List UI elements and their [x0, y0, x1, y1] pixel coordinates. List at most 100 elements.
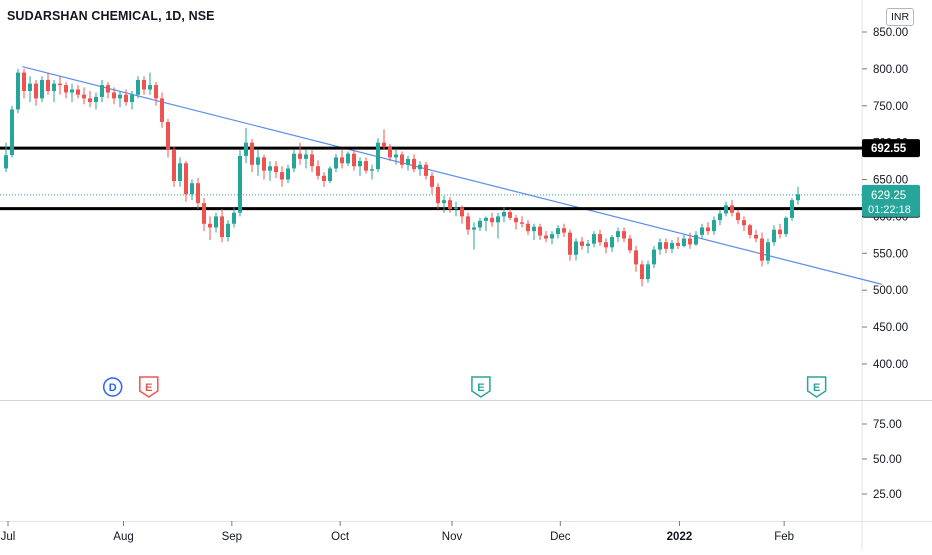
candle-body[interactable]: [502, 211, 506, 217]
candle-body[interactable]: [730, 205, 734, 213]
candle-body[interactable]: [796, 194, 800, 201]
candle-body[interactable]: [670, 242, 674, 249]
candle-body[interactable]: [664, 242, 668, 249]
candle-body[interactable]: [346, 153, 350, 164]
candle-body[interactable]: [526, 223, 530, 232]
candle-body[interactable]: [76, 89, 80, 95]
candle-body[interactable]: [640, 264, 644, 280]
candle-body[interactable]: [70, 89, 74, 93]
candle-body[interactable]: [538, 226, 542, 236]
candle-body[interactable]: [268, 166, 272, 171]
candle-body[interactable]: [484, 217, 488, 221]
candle-body[interactable]: [22, 72, 26, 92]
candle-body[interactable]: [778, 229, 782, 235]
candle-body[interactable]: [334, 157, 338, 169]
candle-body[interactable]: [166, 121, 170, 151]
candle-body[interactable]: [214, 216, 218, 228]
candle-body[interactable]: [586, 243, 590, 246]
candle-body[interactable]: [436, 186, 440, 204]
candle-body[interactable]: [466, 216, 470, 230]
candle-body[interactable]: [256, 157, 260, 165]
candle-body[interactable]: [316, 166, 320, 176]
candle-body[interactable]: [568, 232, 572, 255]
candle-body[interactable]: [232, 212, 236, 224]
candle-body[interactable]: [532, 226, 536, 232]
candle-body[interactable]: [544, 235, 548, 239]
candle-body[interactable]: [220, 216, 224, 238]
candle-body[interactable]: [238, 155, 242, 213]
candle-body[interactable]: [4, 155, 8, 169]
earnings-marker-3[interactable]: E: [806, 376, 827, 398]
earnings-marker-1[interactable]: E: [139, 376, 159, 398]
candle-body[interactable]: [292, 153, 296, 169]
candle-body[interactable]: [286, 168, 290, 180]
candle-body[interactable]: [154, 85, 158, 99]
candle-body[interactable]: [724, 205, 728, 214]
candle-body[interactable]: [754, 234, 758, 239]
candle-body[interactable]: [250, 142, 254, 165]
candle-body[interactable]: [694, 234, 698, 245]
candle-body[interactable]: [490, 217, 494, 223]
candle-body[interactable]: [634, 250, 638, 265]
candle-body[interactable]: [610, 237, 614, 248]
candle-body[interactable]: [94, 96, 98, 103]
candle-body[interactable]: [130, 94, 134, 103]
last-price-badge[interactable]: 629.25 01:22:18: [862, 184, 920, 217]
candle-body[interactable]: [652, 249, 656, 265]
candle-body[interactable]: [790, 200, 794, 218]
candle-body[interactable]: [46, 79, 50, 92]
candle-body[interactable]: [472, 227, 476, 230]
candle-body[interactable]: [406, 158, 410, 165]
candle-body[interactable]: [388, 147, 392, 158]
candle-body[interactable]: [766, 242, 770, 261]
candle-body[interactable]: [160, 98, 164, 122]
candle-body[interactable]: [52, 83, 56, 92]
candle-body[interactable]: [58, 83, 62, 86]
candle-body[interactable]: [208, 223, 212, 228]
candle-body[interactable]: [394, 154, 398, 158]
candle-body[interactable]: [202, 203, 206, 224]
candle-body[interactable]: [718, 213, 722, 221]
candle-body[interactable]: [760, 238, 764, 261]
candle-body[interactable]: [622, 231, 626, 239]
candle-body[interactable]: [574, 241, 578, 255]
candle-body[interactable]: [448, 200, 452, 210]
candle-body[interactable]: [508, 211, 512, 218]
candle-body[interactable]: [184, 163, 188, 195]
candle-body[interactable]: [364, 161, 368, 171]
candle-body[interactable]: [40, 79, 44, 99]
candle-body[interactable]: [454, 207, 458, 210]
candle-body[interactable]: [496, 216, 500, 223]
candle-body[interactable]: [442, 200, 446, 204]
candle-body[interactable]: [172, 150, 176, 181]
candle-body[interactable]: [742, 220, 746, 226]
candle-body[interactable]: [514, 217, 518, 223]
candle-body[interactable]: [82, 94, 86, 99]
candle-body[interactable]: [598, 234, 602, 243]
candle-body[interactable]: [190, 183, 194, 195]
candle-body[interactable]: [604, 242, 608, 248]
candle-body[interactable]: [400, 154, 404, 165]
candle-body[interactable]: [382, 142, 386, 148]
candle-body[interactable]: [706, 227, 710, 232]
candle-body[interactable]: [118, 94, 122, 99]
candle-body[interactable]: [748, 225, 752, 235]
candle-body[interactable]: [226, 223, 230, 238]
candle-body[interactable]: [460, 207, 464, 217]
candle-body[interactable]: [142, 79, 146, 90]
trendline[interactable]: [22, 66, 882, 285]
candle-body[interactable]: [430, 175, 434, 187]
candle-body[interactable]: [772, 229, 776, 243]
candle-body[interactable]: [328, 168, 332, 181]
candle-body[interactable]: [262, 157, 266, 171]
candle-body[interactable]: [352, 153, 356, 167]
candle-body[interactable]: [112, 92, 116, 99]
candle-body[interactable]: [298, 153, 302, 159]
candle-body[interactable]: [412, 158, 416, 170]
candle-body[interactable]: [64, 85, 68, 93]
candle-body[interactable]: [592, 234, 596, 244]
candle-body[interactable]: [658, 242, 662, 250]
dividend-marker-0[interactable]: D: [102, 377, 123, 397]
